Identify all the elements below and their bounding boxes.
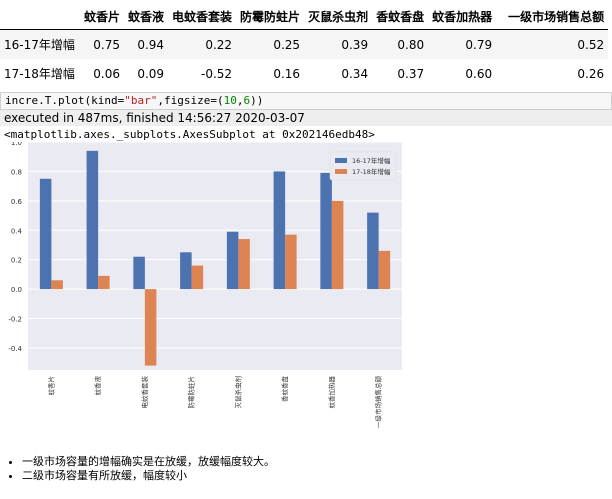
bar-chart: 1.0 0.8 0.6 0.4 0.2 0.0 -0.2 -0.4 蚊香片 蚊香液 电蚊香套装 防霉防… — [8, 142, 402, 429]
row-label: 16-17年增幅 — [4, 38, 75, 52]
bar — [226, 231, 239, 290]
table-cell: 0.94 — [137, 37, 165, 52]
x-tick-label: 蚊香加热器 — [327, 376, 336, 409]
legend-label: 17-18年增幅 — [352, 167, 391, 176]
table-cell: 0.26 — [577, 66, 605, 81]
code-input-cell[interactable]: incre.T.plot(kind="bar",figsize=(10,6)) — [0, 92, 612, 110]
table-cell: 0.34 — [341, 66, 369, 81]
table-cell: 0.37 — [397, 66, 425, 81]
x-tick-label: 蚊香片 — [46, 376, 55, 396]
table-cell: 0.16 — [273, 66, 301, 81]
bar — [378, 250, 391, 290]
table-cell: 0.79 — [465, 37, 493, 52]
table-cell: 0.09 — [137, 66, 165, 81]
y-tick-label: 0.8 — [11, 168, 22, 176]
x-tick-label: 防霉防蛀片 — [187, 376, 196, 409]
code-number: 6 — [243, 94, 251, 107]
table-cell: 0.80 — [397, 37, 425, 52]
list-item: 一级市场容量的增幅确实是在放缓，放缓幅度较大。 — [22, 455, 275, 469]
code-text: incre.T.plot(kind= — [5, 94, 125, 107]
legend-swatch — [335, 158, 347, 163]
column-header: 灭鼠杀虫剂 — [308, 10, 369, 24]
column-header: 香蚊香盘 — [376, 10, 425, 24]
execution-time-info: executed in 487ms, finished 14:56:27 202… — [0, 110, 612, 126]
dataframe-table: 蚊香片 蚊香液 电蚊香套装 防霉防蛀片 灭鼠杀虫剂 香蚊香盘 蚊香加热器 一级市… — [0, 4, 609, 88]
x-tick-label: 灭鼠杀虫剂 — [233, 376, 242, 409]
y-tick-label: -0.2 — [8, 316, 22, 324]
column-header: 电蚊香套装 — [172, 10, 233, 24]
table-cell: 0.25 — [273, 37, 301, 52]
list-item: 二级市场容量有所放缓，幅度较小 — [22, 469, 275, 483]
column-header: 蚊香加热器 — [432, 10, 493, 24]
table-cell: 0.52 — [577, 37, 605, 52]
table-cell: 0.75 — [93, 37, 121, 52]
bar — [86, 150, 99, 290]
code-text: ,figsize=( — [157, 94, 224, 107]
table-cell: 0.60 — [465, 66, 493, 81]
table-cell: -0.52 — [200, 66, 233, 81]
bar — [320, 172, 332, 290]
x-tick-label: 电蚊香套装 — [140, 376, 149, 409]
column-header: 蚊香液 — [128, 10, 165, 24]
y-tick-label: 0.6 — [11, 198, 23, 206]
x-tick-label: 蚊香液 — [93, 376, 102, 396]
column-header: 蚊香片 — [84, 10, 121, 24]
code-string-arg: "bar" — [124, 94, 158, 107]
bar — [191, 265, 204, 290]
legend-swatch — [335, 169, 347, 174]
y-tick-label: 0.2 — [11, 257, 22, 265]
table-cell: 0.39 — [341, 37, 369, 52]
bar — [180, 252, 192, 290]
dataframe-output: 蚊香片 蚊香液 电蚊香套装 防霉防蛀片 灭鼠杀虫剂 香蚊香盘 蚊香加热器 一级市… — [0, 4, 612, 88]
bar — [51, 280, 63, 290]
table-row: 16-17年增幅 0.75 0.94 0.22 0.25 0.39 0.80 0… — [0, 29, 609, 59]
bar — [133, 256, 145, 290]
x-tick-label: 一级市场销售总额 — [374, 376, 383, 429]
y-tick-label: -0.4 — [8, 345, 22, 353]
table-cell: 0.22 — [205, 37, 233, 52]
bar — [238, 239, 250, 290]
output-repr: <matplotlib.axes._subplots.AxesSubplot a… — [4, 128, 375, 141]
y-tick-label: 0.4 — [11, 227, 23, 235]
bar — [144, 289, 157, 366]
y-tick-label: 0.0 — [11, 286, 22, 294]
bar — [367, 212, 379, 290]
bar — [39, 178, 52, 290]
bar — [285, 234, 297, 290]
bar — [331, 200, 344, 290]
code-text: )) — [250, 94, 264, 107]
x-tick-label: 香蚊香盘 — [280, 376, 289, 403]
notes-list: 一级市场容量的增幅确实是在放缓，放缓幅度较大。 二级市场容量有所放缓，幅度较小 — [8, 455, 275, 483]
table-header-row: 蚊香片 蚊香液 电蚊香套装 防霉防蛀片 灭鼠杀虫剂 香蚊香盘 蚊香加热器 一级市… — [0, 4, 609, 30]
code-number: 10 — [223, 94, 237, 107]
column-header: 一级市场销售总额 — [508, 10, 605, 24]
row-label: 17-18年增幅 — [4, 67, 75, 81]
table-cell: 0.06 — [93, 66, 121, 81]
y-tick-label: 1.0 — [11, 142, 22, 147]
code-text: , — [236, 94, 244, 107]
index-header — [0, 4, 80, 30]
bar — [98, 275, 110, 290]
bar — [273, 171, 286, 290]
table-row: 17-18年增幅 0.06 0.09 -0.52 0.16 0.34 0.37 … — [0, 59, 608, 88]
legend-label: 16-17年增幅 — [352, 156, 391, 165]
column-header: 防霉防蛀片 — [240, 10, 301, 24]
